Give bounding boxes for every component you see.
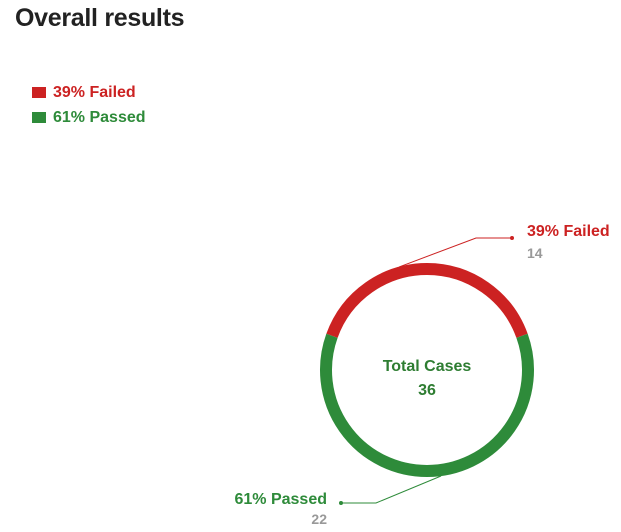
connector-passed bbox=[341, 475, 442, 504]
slice-failed[interactable] bbox=[326, 263, 528, 338]
chart-slices bbox=[320, 263, 534, 477]
legend-item-failed[interactable]: 39% Failed bbox=[32, 80, 146, 105]
data-label-passed: 61% Passed bbox=[234, 491, 327, 508]
center-label: Total Cases bbox=[383, 358, 472, 375]
legend-swatch-failed bbox=[32, 87, 46, 98]
data-label-failed: 39% Failed bbox=[527, 223, 610, 240]
chart-connectors bbox=[339, 236, 514, 505]
slice-passed[interactable] bbox=[320, 333, 534, 477]
page-title: Overall results bbox=[15, 4, 185, 32]
chart-legend: 39% Failed 61% Passed bbox=[32, 80, 146, 130]
data-value-failed: 14 bbox=[527, 245, 543, 261]
legend-swatch-passed bbox=[32, 112, 46, 123]
connector-dot-failed bbox=[510, 236, 514, 240]
legend-label-passed: 61% Passed bbox=[53, 108, 146, 126]
legend-item-passed[interactable]: 61% Passed bbox=[32, 105, 146, 130]
connector-failed bbox=[398, 237, 512, 268]
legend-label-failed: 39% Failed bbox=[53, 83, 136, 101]
center-value: 36 bbox=[418, 382, 436, 399]
data-value-passed: 22 bbox=[311, 511, 327, 527]
connector-dot-passed bbox=[339, 501, 343, 505]
